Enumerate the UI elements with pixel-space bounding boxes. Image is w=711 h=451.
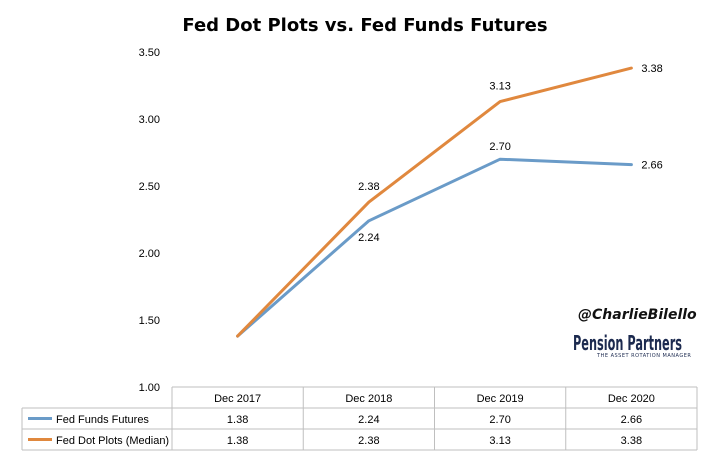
pension-partners-logo: Pension Partners THE ASSET ROTATION MANA… <box>573 331 691 359</box>
data-label: 2.38 <box>358 181 379 193</box>
table-cell: 3.13 <box>489 435 510 447</box>
data-label: 2.24 <box>358 232 379 244</box>
table-cell: 3.38 <box>621 435 642 447</box>
chart-title: Fed Dot Plots vs. Fed Funds Futures <box>182 15 547 36</box>
y-tick-label: 3.50 <box>139 47 160 59</box>
series-line <box>236 66 633 338</box>
data-label: 2.70 <box>489 141 510 153</box>
table-cell: 2.70 <box>489 414 510 426</box>
y-tick-label: 2.50 <box>139 181 160 193</box>
y-tick-label: 1.00 <box>139 382 160 394</box>
y-axis: 1.00 1.50 2.00 2.50 3.00 3.50 <box>139 47 160 394</box>
series-lines <box>236 66 633 338</box>
y-tick-label: 3.00 <box>139 114 160 126</box>
logo-text: Pension Partners <box>573 331 682 355</box>
x-tick-label: Dec 2020 <box>608 393 655 405</box>
x-tick-label: Dec 2019 <box>477 393 524 405</box>
x-tick-label: Dec 2018 <box>345 393 392 405</box>
data-table: Dec 2017 Dec 2018 Dec 2019 Dec 2020 Fed Fund… <box>21 386 698 451</box>
data-labels: 2.24 2.70 2.66 2.38 3.13 3.38 <box>358 63 663 244</box>
table-cell: 2.38 <box>358 435 379 447</box>
legend-label: Fed Dot Plots (Median) <box>56 435 169 447</box>
series-line <box>236 157 633 338</box>
watermark: @CharlieBilello Pension Partners THE ASS… <box>573 307 697 359</box>
data-label: 3.38 <box>641 63 662 75</box>
data-label: 3.13 <box>489 81 510 93</box>
table-cell: 1.38 <box>227 435 248 447</box>
table-cell: 2.66 <box>621 414 642 426</box>
x-tick-label: Dec 2017 <box>214 393 261 405</box>
watermark-handle: @CharlieBilello <box>578 307 697 323</box>
legend-label: Fed Funds Futures <box>56 414 149 426</box>
y-tick-label: 2.00 <box>139 248 160 260</box>
table-cell: 2.24 <box>358 414 379 426</box>
y-tick-label: 1.50 <box>139 315 160 327</box>
table-cell: 1.38 <box>227 414 248 426</box>
logo-tagline: THE ASSET ROTATION MANAGER <box>596 353 691 359</box>
data-label: 2.66 <box>641 160 662 172</box>
